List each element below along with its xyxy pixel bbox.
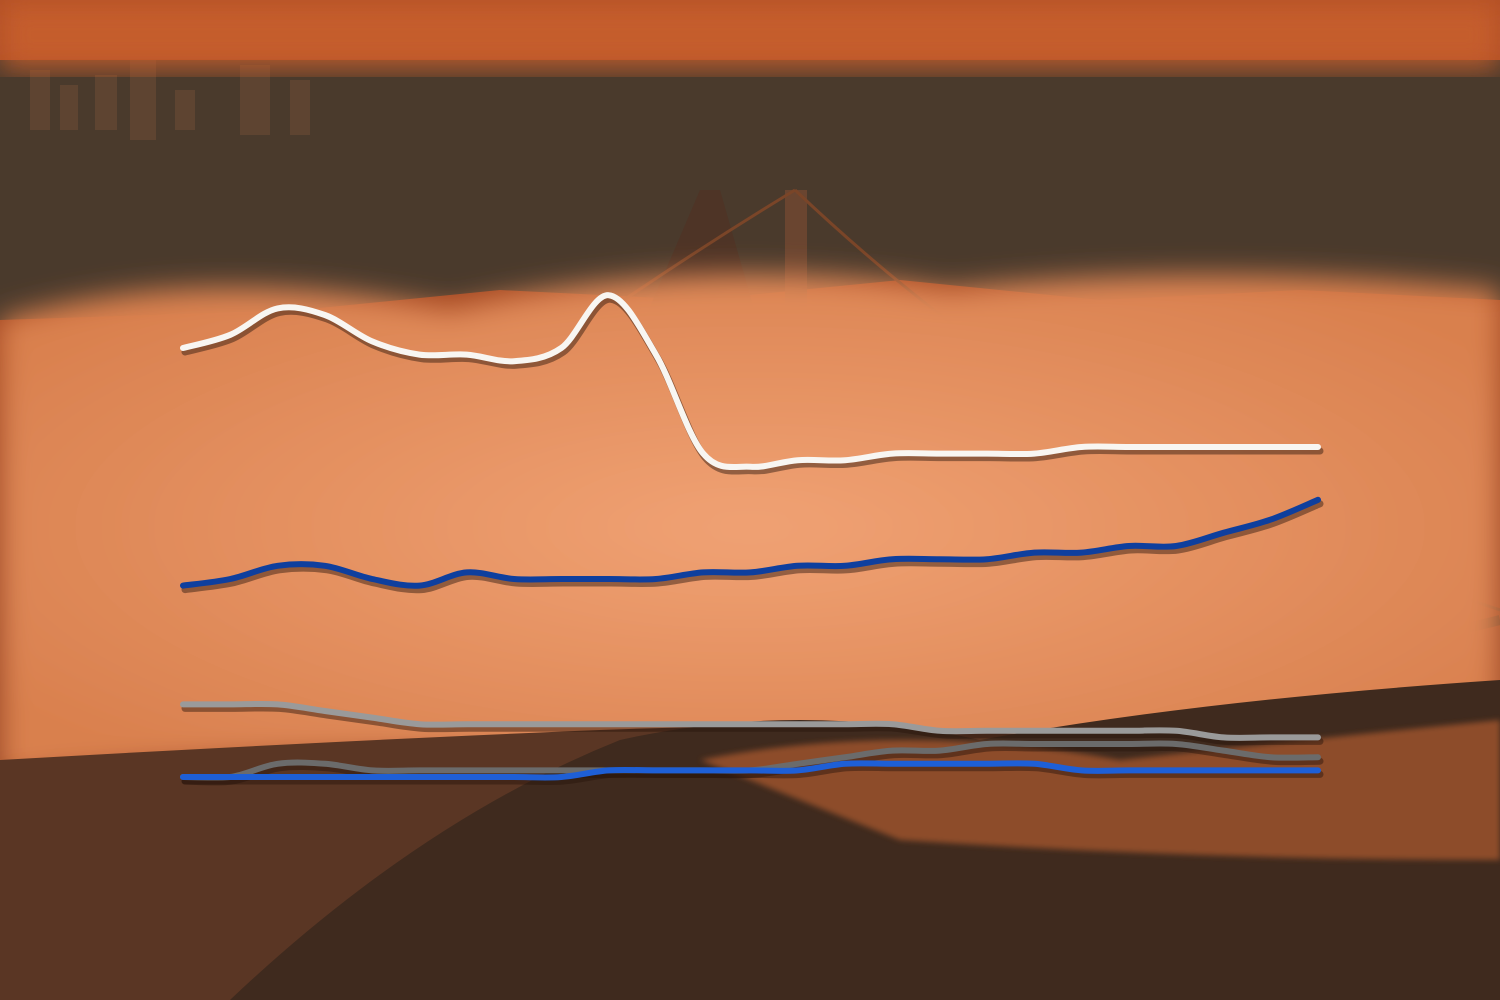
series-lines xyxy=(180,292,1324,786)
city-buildings xyxy=(30,60,310,140)
series-line-3 xyxy=(180,700,1321,741)
series-line-shadow-2 xyxy=(181,500,1324,594)
series-line-1 xyxy=(180,292,1321,471)
city-silhouette xyxy=(0,60,1500,320)
series-line-shadow-5 xyxy=(181,763,1324,785)
series-line-shadow-3 xyxy=(181,704,1324,746)
series-line-2 xyxy=(180,496,1321,589)
fog-bank xyxy=(0,274,1500,780)
series-line-5 xyxy=(180,760,1321,781)
upper-fog xyxy=(0,0,1500,70)
